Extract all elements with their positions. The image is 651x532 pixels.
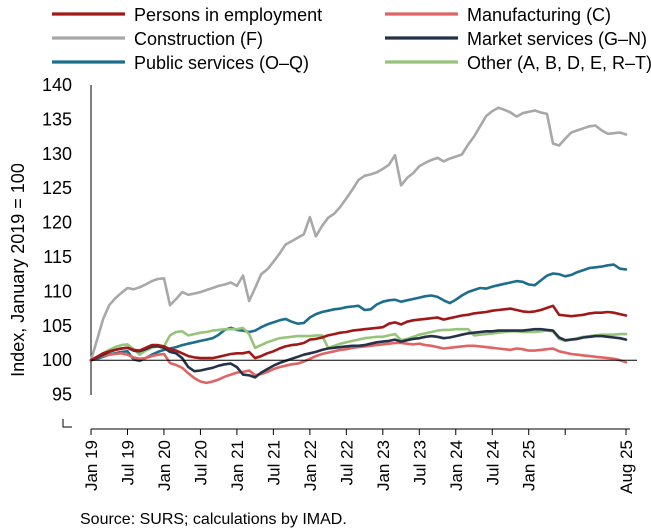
y-tick-label: 140 <box>42 75 72 95</box>
source-note: Source: SURS; calculations by IMAD. <box>80 511 347 528</box>
y-tick-label: 110 <box>43 281 72 301</box>
series-line <box>89 106 628 362</box>
x-tick-label: Jan 20 <box>155 440 174 491</box>
x-tick-label: Jul 19 <box>118 440 137 485</box>
x-tick-label: Aug 25 <box>617 440 636 494</box>
legend-label: Construction (F) <box>134 29 263 49</box>
series-line <box>89 326 628 362</box>
x-tick-label: Jul 20 <box>191 440 210 485</box>
legend-label: Other (A, B, D, E, R–T) <box>467 53 651 73</box>
y-tick-label: 130 <box>42 144 72 164</box>
series-line <box>89 304 628 362</box>
legend-label: Public services (O–Q) <box>134 53 309 73</box>
x-tick-label: Jan 24 <box>447 440 466 491</box>
x-tick-label: Jan 22 <box>301 440 320 491</box>
y-tick-label: 120 <box>42 213 72 233</box>
x-tick-label: Jan 21 <box>228 440 247 491</box>
y-axis-label: Index, January 2019 = 100 <box>8 163 28 377</box>
y-axis: 95 100 105 110 115 120 125 130 135 140 <box>42 75 92 428</box>
y-tick-label: 135 <box>42 109 72 129</box>
x-tick-label: Jul 23 <box>410 440 429 485</box>
x-axis: Jan 19 Jul 19 Jan 20 Jul 20 Jan 21 Jul 21 Jan … <box>82 428 636 494</box>
y-tick-label: 105 <box>42 316 72 336</box>
y-tick-label: 100 <box>42 350 72 370</box>
y-tick-label: 125 <box>42 178 72 198</box>
axis-break-mark <box>62 419 72 428</box>
y-tick-label: 115 <box>43 247 72 267</box>
x-tick-label: Jan 23 <box>374 440 393 491</box>
legend-label: Manufacturing (C) <box>467 5 611 25</box>
y-tick-label: 95 <box>52 385 72 405</box>
legend: Persons in employment Manufacturing (C) Co… <box>52 5 651 73</box>
series-line <box>89 327 628 379</box>
series-line <box>89 341 628 385</box>
series-lines <box>89 106 628 385</box>
legend-label: Persons in employment <box>134 5 322 25</box>
x-tick-label: Jul 22 <box>337 440 356 485</box>
series-line <box>89 263 628 363</box>
x-tick-label: Jan 19 <box>82 440 101 491</box>
x-tick-label: Jan 25 <box>520 440 539 491</box>
x-tick-label: Jul 24 <box>483 440 502 485</box>
x-tick-label: Jul 21 <box>264 440 283 485</box>
legend-label: Market services (G–N) <box>467 29 647 49</box>
